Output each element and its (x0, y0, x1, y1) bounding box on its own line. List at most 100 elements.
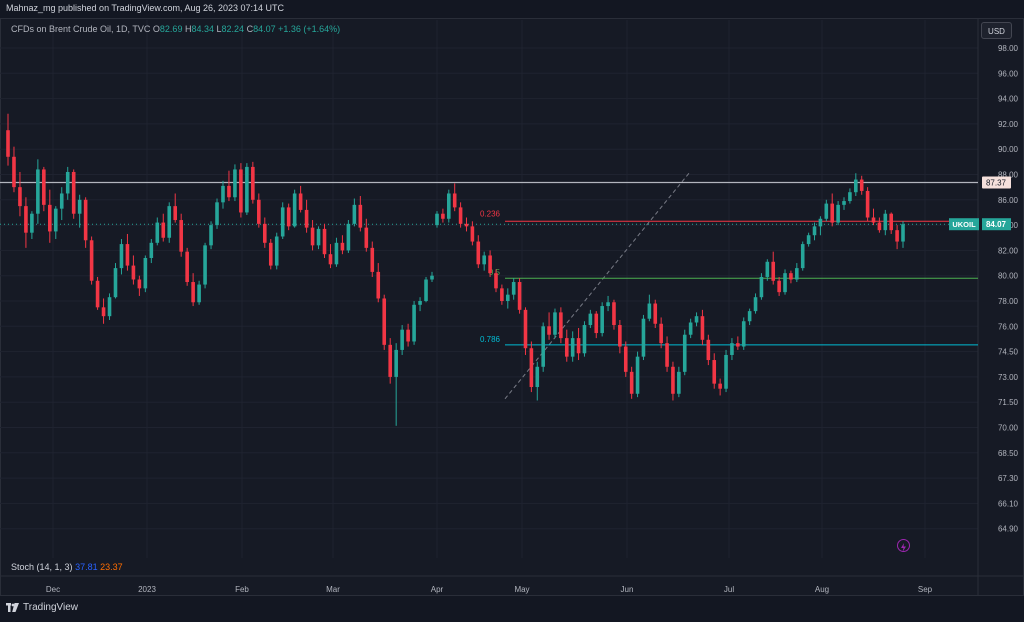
candle-body (470, 226, 475, 242)
symbol-tag-label: UKOIL (952, 220, 976, 229)
candle-body (71, 171, 76, 214)
candle-body (161, 222, 166, 238)
candle-body (191, 282, 195, 303)
candle-body (765, 261, 770, 277)
candle-body (818, 218, 823, 227)
publish-header: Mahnaz_mg published on TradingView.com, … (0, 0, 1024, 19)
low-label: L (216, 24, 222, 34)
candle-body (777, 280, 781, 293)
candle-body (458, 207, 463, 224)
price-axis-label: 88.00 (998, 171, 1019, 180)
candle-body (382, 298, 387, 345)
price-axis-label: 67.30 (998, 474, 1019, 483)
price-axis-label: 76.00 (998, 322, 1019, 331)
candle-body (346, 223, 351, 251)
candle-body (612, 302, 616, 326)
price-chart[interactable]: 98.0096.0094.0092.0090.0088.0086.0084.00… (0, 18, 1024, 596)
candle-body (694, 316, 699, 323)
candle-body (131, 265, 136, 280)
candle-body (364, 227, 369, 248)
candle-body (18, 187, 22, 207)
candle-body (418, 301, 422, 305)
candle-body (517, 282, 522, 310)
candle-body (24, 206, 28, 233)
candle-body (30, 213, 34, 233)
candle-body (358, 204, 363, 228)
tradingview-logo[interactable]: TradingView (6, 602, 78, 613)
candle-body (298, 193, 303, 210)
candle-body (529, 348, 534, 388)
tradingview-logo-icon (6, 603, 19, 612)
candle-body (889, 213, 894, 231)
candle-body (830, 203, 835, 223)
candle-body (452, 193, 457, 208)
candle-body (42, 169, 46, 205)
candle-body (262, 223, 267, 243)
candle-body (173, 206, 178, 221)
candle-body (233, 169, 237, 198)
candle-body (789, 273, 793, 280)
candle-body (197, 284, 201, 303)
candle-body (59, 193, 64, 209)
candle-body (783, 273, 787, 293)
candle-body (119, 244, 124, 269)
candle-body (334, 242, 339, 265)
candle-body (65, 171, 70, 194)
candle-body (292, 193, 297, 227)
candle-body (559, 312, 563, 339)
resistance-price-tag (982, 176, 1011, 189)
candle-body (600, 306, 604, 334)
change-value: +1.36 (+1.64%) (278, 24, 341, 34)
price-axis-label: 74.50 (998, 348, 1019, 357)
open-value: 82.69 (159, 24, 183, 34)
symbol-title[interactable]: CFDs on Brent Crude Oil, 1D, TVC (11, 24, 151, 34)
candle-body (167, 206, 172, 238)
stoch-d-value: 23.37 (100, 562, 123, 572)
candle-body (446, 193, 451, 219)
candle-body (594, 313, 599, 334)
candle-body (482, 255, 486, 265)
candle-body (836, 204, 840, 223)
candle-body (12, 156, 16, 188)
candle-body (464, 223, 469, 227)
candle-body (137, 279, 142, 289)
candle-body (541, 326, 545, 367)
candle-body (730, 343, 734, 355)
candle-body (251, 166, 255, 200)
currency-button[interactable]: USD (981, 22, 1012, 39)
price-axis-label: 78.00 (998, 297, 1019, 306)
fib-level-label: 0.786 (480, 335, 501, 344)
price-axis-label: 90.00 (998, 145, 1019, 154)
candle-body (824, 203, 829, 219)
candle-body (606, 302, 610, 307)
time-axis-label: Apr (431, 585, 444, 594)
candle-body (523, 309, 528, 349)
candle-body (677, 371, 681, 394)
resistance-price-label: 87.37 (986, 178, 1007, 187)
candle-body (671, 366, 675, 394)
candle-body (107, 297, 112, 317)
candle-body (653, 303, 658, 324)
candle-body (328, 254, 333, 265)
candle-body (759, 276, 764, 298)
candle-body (712, 360, 717, 384)
flash-icon[interactable] (897, 539, 910, 552)
time-axis-label: Jul (724, 585, 734, 594)
candle-body (511, 282, 516, 295)
price-axis-label: 98.00 (998, 44, 1019, 53)
candle-body (239, 169, 243, 213)
candle-body (500, 288, 504, 301)
stoch-k-value: 37.81 (75, 562, 98, 572)
candle-body (304, 209, 309, 228)
candle-body (125, 244, 130, 266)
candle-body (370, 247, 375, 272)
stoch-label[interactable]: Stoch (14, 1, 3) (11, 562, 73, 572)
candle-body (901, 224, 905, 242)
symbol-legend: CFDs on Brent Crude Oil, 1D, TVC O82.69 … (11, 24, 340, 34)
candle-body (505, 294, 510, 301)
price-axis-label: 92.00 (998, 120, 1019, 129)
chart-panel[interactable] (0, 18, 1024, 596)
candle-body (352, 204, 357, 224)
candle-body (576, 338, 581, 354)
candle-body (718, 383, 722, 389)
